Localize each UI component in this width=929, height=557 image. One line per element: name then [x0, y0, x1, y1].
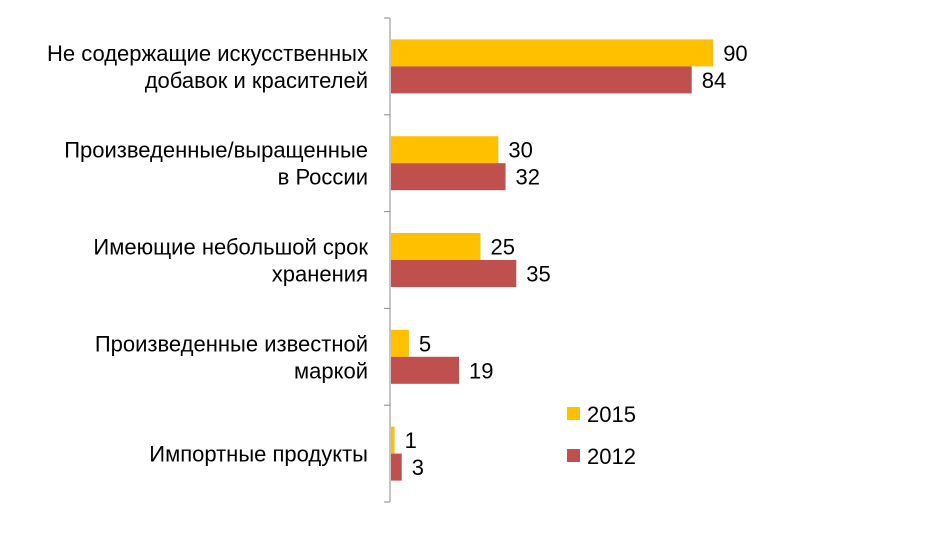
category-label-line: Произведенные известной [95, 331, 368, 356]
bar-2015 [391, 233, 481, 260]
data-label: 90 [723, 41, 747, 66]
data-label: 84 [702, 68, 726, 93]
bar-2012 [391, 356, 460, 384]
category-label-line: Произведенные/выращенные [64, 138, 368, 163]
bar-2012 [391, 66, 692, 94]
bar-2012 [391, 260, 517, 287]
data-label: 5 [419, 331, 431, 356]
bar-2015 [391, 39, 714, 67]
category-label-line: Импортные продукты [149, 442, 368, 467]
legend-label: 2012 [587, 444, 636, 469]
category-label: Имеющие небольшой срок хранения [93, 235, 368, 287]
legend: 2015 2012 [567, 402, 636, 469]
category-label: Произведенные известной маркой [95, 331, 368, 383]
category-label-line: Имеющие небольшой срок [93, 235, 368, 260]
category-label: Не содержащие искусственных добавок и кра… [47, 41, 368, 93]
category-label-line: маркой [294, 358, 368, 383]
category-label-line: добавок и красителей [145, 68, 368, 93]
bar-2012 [391, 453, 402, 481]
category-label: Произведенные/выращенные в России [64, 138, 368, 190]
bar-2015 [391, 426, 395, 454]
category-label-line: Не содержащие искусственных [47, 41, 368, 66]
legend-label: 2015 [587, 402, 636, 427]
bar-2015 [391, 136, 499, 164]
category-label: Импортные продукты [149, 442, 368, 467]
legend-swatch [567, 407, 580, 420]
category-label-line: хранения [272, 262, 368, 287]
data-label: 32 [516, 165, 540, 190]
labels-layer: Не содержащие искусственных добавок и кра… [47, 41, 748, 480]
data-label: 30 [508, 138, 532, 163]
data-label: 19 [469, 358, 493, 383]
data-label: 1 [405, 428, 417, 453]
bar-2015 [391, 329, 409, 357]
category-label-line: в России [278, 165, 368, 190]
data-label: 35 [526, 262, 550, 287]
legend-swatch [567, 449, 580, 462]
axis-layer [384, 17, 391, 503]
bar-2012 [391, 163, 506, 191]
data-label: 3 [412, 455, 424, 480]
data-label: 25 [491, 235, 515, 260]
bars-layer [391, 39, 714, 481]
